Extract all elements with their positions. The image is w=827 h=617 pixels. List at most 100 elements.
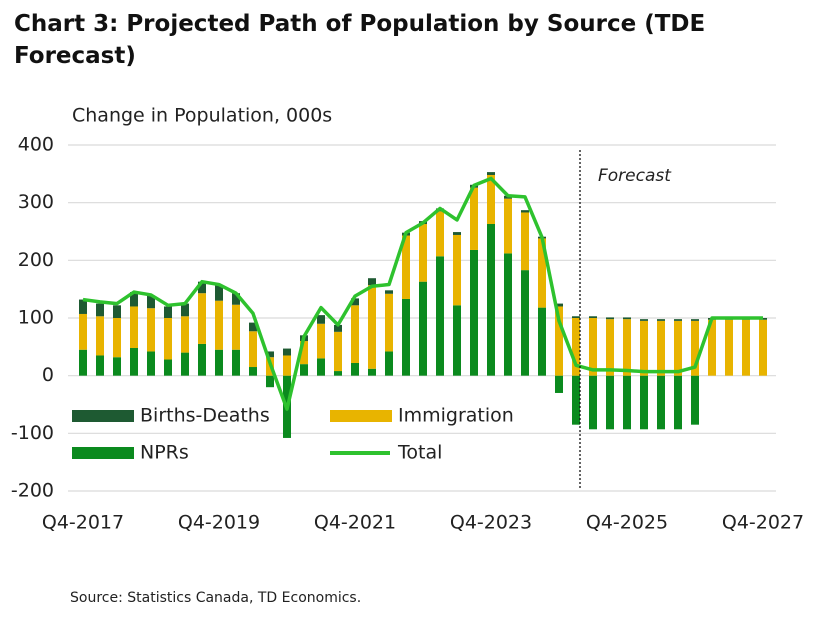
bar-segment [232,293,240,305]
bar-segment [334,331,342,372]
bar-segment [351,298,359,306]
bar-segment [623,375,631,430]
bar-segment [79,349,87,376]
bar-segment [521,270,529,376]
bar-segment [453,232,461,235]
bar-segment [368,278,376,286]
y-axis-label: Change in Population, 000s [72,105,332,127]
bar-segment [572,375,580,425]
source-note: Source: Statistics Canada, TD Economics. [70,590,362,606]
bar-segment [555,306,563,376]
bar-segment [436,211,444,257]
bar-segment [334,324,342,332]
bar-segment [419,224,427,282]
legend-label: NPRs [140,442,189,464]
bar-segment [96,316,104,356]
bar-segment [555,375,563,393]
x-tick-label: Q4-2019 [178,512,260,534]
bar-segment [215,284,223,301]
bar-segment [317,323,325,359]
bar-segment [487,172,495,175]
bar-segment [674,319,682,321]
bar-segment [589,318,597,376]
bar-segment [572,316,580,318]
bar-segment [419,281,427,376]
x-tick-label: Q4-2027 [722,512,804,534]
bar-segment [351,305,359,363]
x-tick-label: Q4-2021 [314,512,396,534]
bar-segment [249,331,257,368]
legend-swatch [330,410,392,422]
bar-segment [436,256,444,376]
bar-segment [402,235,410,299]
bar-segment [606,375,614,430]
bar-segment [759,319,767,376]
y-tick-label: 0 [42,364,54,386]
legend-swatch [72,447,134,459]
y-tick-label: 200 [18,249,54,271]
x-tick-label: Q4-2017 [42,512,124,534]
chart-title: Chart 3: Projected Path of Population by… [14,11,706,69]
y-tick-label: -200 [11,480,54,502]
bar-segment [283,348,291,356]
bar-segment [334,371,342,376]
bar-segment [606,319,614,376]
bar-segment [96,303,104,317]
bar-segment [674,375,682,430]
bar-segment [453,305,461,376]
legend-label: Births-Deaths [140,405,270,427]
bar-segment [691,320,699,376]
y-tick-label: -100 [11,422,54,444]
bar-segment [317,358,325,376]
bar-segment [351,362,359,376]
bar-segment [215,349,223,376]
bar-segment [504,198,512,254]
total-line [82,176,763,411]
bar-segment [79,299,87,314]
x-tick-label: Q4-2023 [450,512,532,534]
bar-segment [96,355,104,376]
bar-segment [555,303,563,307]
legend-label: Immigration [398,405,514,427]
bar-segment [249,367,257,376]
bar-segment [640,375,648,430]
bar-segment [589,316,597,318]
bar-segment [113,318,121,358]
bar-segment [606,317,614,320]
bar-segment [232,304,240,350]
lines [82,176,763,411]
bar-segment [130,292,138,307]
y-tick-label: 300 [18,191,54,213]
bar-segment [657,320,665,376]
forecast-label: Forecast [598,166,672,186]
bar-segment [147,308,155,352]
bar-segment [198,293,206,344]
bar-segment [181,352,189,376]
legend-swatch [72,410,134,422]
bar-segment [266,351,274,358]
bar-segment [623,319,631,376]
bar-segment [164,318,172,360]
bar-segment [691,319,699,321]
bar-segment [283,355,291,376]
bar-segment [657,375,665,430]
bar-segment [538,307,546,376]
bar-segment [674,320,682,376]
bar-segment [487,174,495,225]
bar-segment [385,293,393,352]
bar-segment [266,375,274,388]
bar-segment [742,319,750,376]
y-tick-label: 100 [18,307,54,329]
bar-segment [470,249,478,376]
bar-segment [487,224,495,376]
bar-segment [385,290,393,294]
bar-segment [708,319,716,376]
bar-segment [113,357,121,376]
bar-segment [300,341,308,365]
bar-segment [113,305,121,318]
bar-segment [232,349,240,376]
bar-segment [385,351,393,376]
bar-segment [725,319,733,376]
